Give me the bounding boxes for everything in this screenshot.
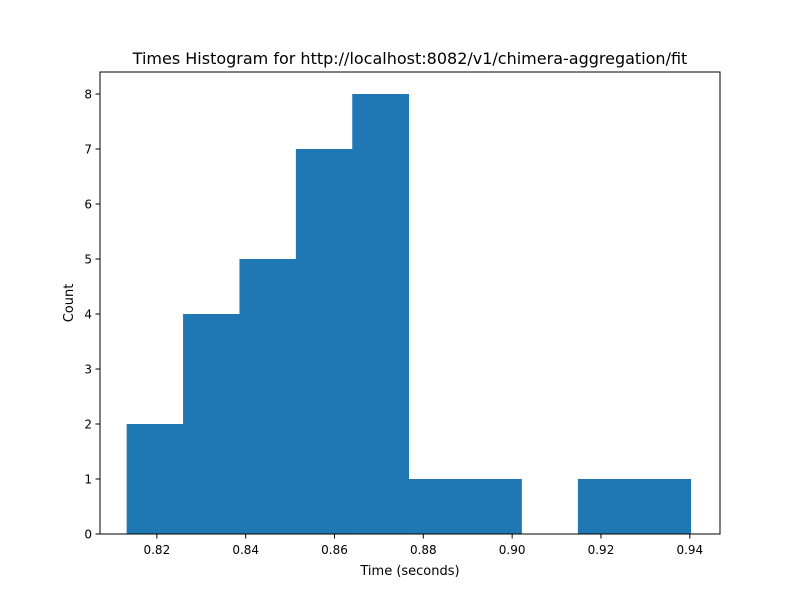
y-tick-label: 8 xyxy=(84,88,92,102)
histogram-bar xyxy=(295,149,353,534)
histogram-bar xyxy=(239,259,297,534)
y-tick-label: 7 xyxy=(84,143,92,157)
x-tick-label: 0.90 xyxy=(499,543,526,557)
histogram-bar xyxy=(408,479,466,534)
y-axis-label: Count xyxy=(62,284,77,323)
y-tick-label: 4 xyxy=(84,308,92,322)
x-axis-ticks: 0.82 0.84 0.86 0.88 0.90 0.92 0.94 xyxy=(143,534,703,557)
y-axis-ticks: 0 1 2 3 4 5 6 7 8 xyxy=(84,88,100,542)
y-tick-label: 5 xyxy=(84,253,92,267)
plot-area-frame xyxy=(99,71,721,535)
histogram-bar xyxy=(634,479,692,534)
histogram-bar xyxy=(183,314,240,534)
x-tick-label: 0.86 xyxy=(321,543,348,557)
x-axis-label: Time (seconds) xyxy=(359,564,459,579)
x-tick-label: 0.84 xyxy=(232,543,259,557)
y-tick-label: 3 xyxy=(84,363,92,377)
histogram-bar xyxy=(465,479,522,534)
x-tick-label: 0.94 xyxy=(676,543,703,557)
y-tick-label: 6 xyxy=(84,198,92,212)
histogram-bar xyxy=(577,479,635,534)
x-tick-label: 0.92 xyxy=(588,543,615,557)
x-tick-label: 0.82 xyxy=(143,543,170,557)
bars-layer xyxy=(126,94,692,534)
histogram-bar xyxy=(352,94,410,534)
y-tick-label: 0 xyxy=(84,528,92,542)
y-tick-label: 1 xyxy=(84,473,92,487)
x-tick-label: 0.88 xyxy=(410,543,437,557)
y-tick-label: 2 xyxy=(84,418,92,432)
chart-title: Times Histogram for http://localhost:808… xyxy=(132,49,688,68)
histogram-bar xyxy=(126,424,184,534)
